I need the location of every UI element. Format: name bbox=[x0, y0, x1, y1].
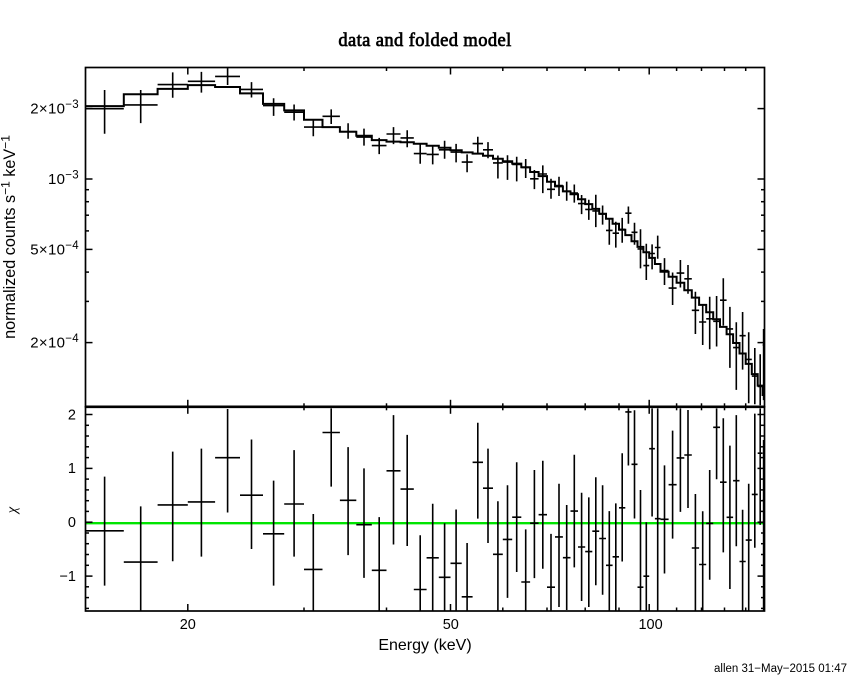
svg-text:50: 50 bbox=[443, 617, 459, 633]
svg-text:2: 2 bbox=[68, 407, 76, 423]
svg-text:data and folded model: data and folded model bbox=[338, 31, 511, 51]
svg-text:χ: χ bbox=[5, 506, 21, 515]
svg-text:Energy (keV): Energy (keV) bbox=[378, 637, 471, 654]
svg-text:−1: −1 bbox=[59, 569, 76, 585]
svg-text:1: 1 bbox=[68, 461, 76, 477]
svg-text:100: 100 bbox=[638, 617, 662, 633]
svg-text:0: 0 bbox=[68, 515, 76, 531]
svg-text:20: 20 bbox=[180, 617, 196, 633]
svg-text:normalized counts s−1 keV−1: normalized counts s−1 keV−1 bbox=[0, 135, 19, 339]
svg-text:allen 31−May−2015 01:47: allen 31−May−2015 01:47 bbox=[714, 663, 847, 675]
